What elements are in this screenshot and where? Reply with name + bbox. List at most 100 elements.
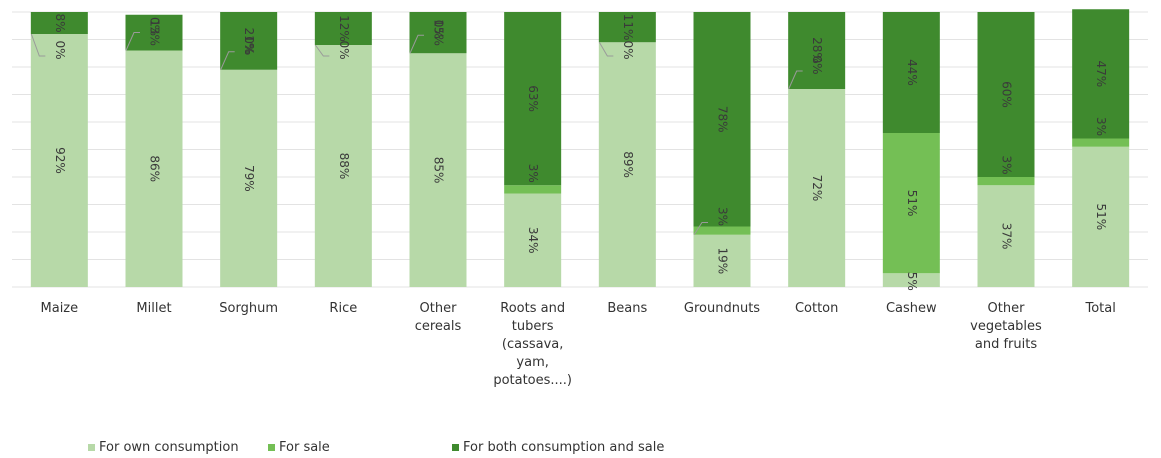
bar-segment <box>882 273 940 287</box>
value-label: 28% <box>810 37 824 64</box>
value-label: 44% <box>905 59 919 86</box>
category-label: yam, <box>516 355 548 370</box>
category-label: tubers <box>512 319 554 334</box>
value-label: 0% <box>242 36 256 55</box>
value-label: 3% <box>1000 155 1014 174</box>
bar-segment <box>1072 9 1130 139</box>
bar-segment <box>882 12 940 133</box>
bar-segment <box>693 226 751 235</box>
bar-segment <box>30 12 88 34</box>
value-label: 0% <box>621 40 635 59</box>
category-label: Roots and <box>500 301 565 316</box>
value-label: 15% <box>432 19 446 46</box>
bar-segment <box>977 185 1035 287</box>
value-label: 11% <box>621 14 635 41</box>
value-label: 0% <box>810 55 824 74</box>
bar-segment <box>788 12 846 89</box>
bar-segment <box>788 89 846 287</box>
category-label: potatoes....) <box>493 373 572 388</box>
value-label: 79% <box>242 165 256 192</box>
category-label: Beans <box>607 301 647 316</box>
value-label: 88% <box>337 153 351 180</box>
bar-segment <box>409 12 467 54</box>
value-label: 60% <box>1000 81 1014 108</box>
bar-segment <box>598 42 656 287</box>
leader-line <box>30 33 46 57</box>
category-label: Sorghum <box>219 301 278 316</box>
legend-label-own-consumption: For own consumption <box>99 439 239 455</box>
leader-line <box>693 222 708 236</box>
value-label: 13% <box>148 19 162 46</box>
value-label: 72% <box>810 175 824 202</box>
category-label: (cassava, <box>502 337 564 352</box>
bar-segment <box>977 12 1035 177</box>
bar-segment <box>125 50 183 287</box>
value-label: 47% <box>1094 61 1108 88</box>
value-label: 19% <box>716 248 730 275</box>
bar-segment <box>598 12 656 43</box>
value-label: 85% <box>432 157 446 184</box>
value-label: 3% <box>1094 117 1108 136</box>
value-label: 12% <box>337 15 351 42</box>
legend-swatch-both <box>452 443 459 451</box>
category-label: vegetables <box>970 319 1042 334</box>
category-label: and fruits <box>975 337 1037 352</box>
category-label: Other <box>988 301 1026 316</box>
leader-line <box>409 34 424 54</box>
bar-segment <box>1072 146 1130 287</box>
value-label: 51% <box>1094 204 1108 231</box>
legend-item-own-consumption: For own consumption <box>88 440 268 455</box>
bar-segment <box>30 34 88 287</box>
bar-segment <box>504 185 562 194</box>
bar-segment <box>1072 138 1130 147</box>
bar-segment <box>977 177 1035 186</box>
leader-line <box>598 41 614 57</box>
legend-label-for-sale: For sale <box>279 439 330 455</box>
value-label: 3% <box>526 164 540 183</box>
legend-swatch-own-consumption <box>88 443 95 451</box>
bar-segment <box>409 53 467 287</box>
leader-line <box>220 51 235 70</box>
bar-segment <box>504 193 562 287</box>
bar-segment <box>504 12 562 186</box>
category-label: Millet <box>136 301 171 316</box>
bar-segment <box>220 69 278 287</box>
legend-label-both: For both consumption and sale <box>463 439 665 455</box>
category-label: Groundnuts <box>684 301 760 316</box>
category-label: Maize <box>41 301 79 316</box>
category-label: Cotton <box>795 301 838 316</box>
value-label: 78% <box>716 106 730 133</box>
leader-line <box>788 70 803 90</box>
value-label: 34% <box>526 227 540 254</box>
category-label: Cashew <box>886 301 937 316</box>
value-label: 21% <box>242 28 256 55</box>
bar-segment <box>882 133 940 274</box>
chart-plot-area: 92%0%8%Maize86%0%13%Millet79%0%21%Sorghu… <box>12 9 1148 388</box>
category-label: Total <box>1084 301 1115 316</box>
value-label: 37% <box>1000 223 1014 250</box>
legend-item-both: For both consumption and sale <box>452 440 664 455</box>
category-label: Rice <box>329 301 357 316</box>
value-label: 0% <box>337 40 351 59</box>
category-label: cereals <box>415 319 462 334</box>
bar-segment <box>314 45 372 287</box>
bar-segment <box>693 234 751 287</box>
legend-swatch-for-sale <box>268 443 275 451</box>
value-label: 0% <box>432 20 446 39</box>
leader-line <box>314 44 330 57</box>
legend-item-for-sale: For sale <box>268 440 452 455</box>
value-label: 8% <box>53 13 67 32</box>
category-label: Other <box>420 301 458 316</box>
value-label: 0% <box>53 40 67 59</box>
value-label: 86% <box>148 155 162 182</box>
value-label: 92% <box>53 147 67 174</box>
bar-segment <box>220 12 278 70</box>
value-label: 5% <box>905 272 919 291</box>
leader-line <box>125 32 140 51</box>
legend: For own consumption For sale For both co… <box>88 438 664 456</box>
value-label: 63% <box>526 85 540 112</box>
value-label: 3% <box>716 207 730 226</box>
bar-segment <box>693 12 751 227</box>
value-label: 51% <box>905 190 919 217</box>
